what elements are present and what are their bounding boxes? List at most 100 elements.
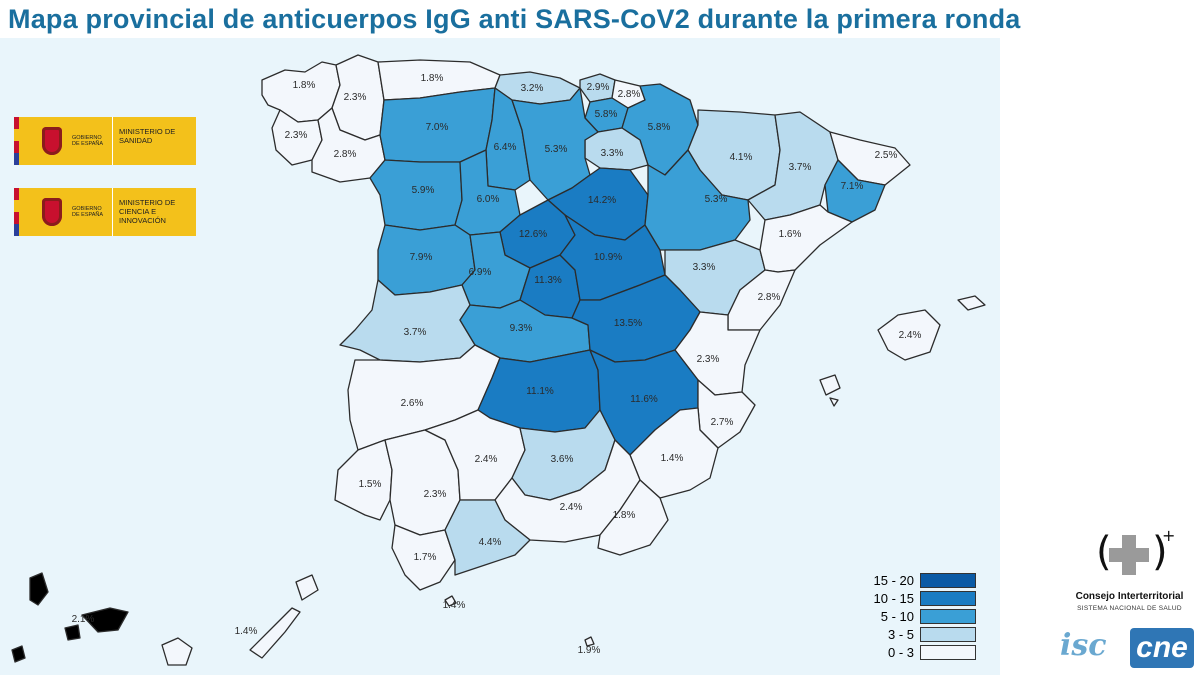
province-almeria[interactable]	[597, 479, 669, 556]
value-label-huelva: 1.5%	[359, 479, 382, 490]
value-label-asturias: 1.8%	[421, 73, 444, 84]
value-label-tarragona: 1.6%	[779, 229, 802, 240]
value-label-teruel: 3.3%	[693, 262, 716, 273]
province-map: 1.8% 2.3% 2.3% 2.8% 1.8% 3.2% 2.9% 2.8% 5.8% 5.8%…	[11, 54, 986, 666]
value-label-zamora: 5.9%	[412, 185, 435, 196]
value-label-s-c-tenerife: 2.1%	[72, 614, 95, 625]
province-sc-tenerife-la-gomera[interactable]	[64, 624, 81, 641]
value-label-toledo: 9.3%	[510, 323, 533, 334]
province-barcelona[interactable]	[824, 159, 886, 223]
province-illes-balears-menorca[interactable]	[957, 295, 986, 311]
legend-label: 3 - 5	[887, 626, 914, 642]
coat-of-arms-icon	[34, 188, 70, 236]
legend-label: 5 - 10	[880, 608, 914, 624]
legend-swatch	[920, 626, 976, 642]
province-illes-balears-ibiza[interactable]	[819, 374, 841, 396]
value-label-zaragoza: 5.3%	[705, 194, 728, 205]
spain-flag-stripe	[14, 188, 34, 236]
svg-text:+: +	[1162, 526, 1174, 545]
province-malaga[interactable]	[444, 499, 531, 576]
value-label-madrid: 11.3%	[534, 275, 562, 286]
legend-label: 15 - 20	[873, 572, 914, 588]
province-sc-tenerife-el-hierro[interactable]	[11, 645, 26, 663]
value-label-valladolid: 6.0%	[477, 194, 500, 205]
value-label-alava: 5.8%	[595, 109, 618, 120]
logo-ministerio-sanidad: GOBIERNO DE ESPAÑA MINISTERIO DE SANIDAD	[14, 117, 196, 165]
province-cadiz[interactable]	[391, 524, 456, 591]
legend-label: 10 - 15	[873, 590, 914, 606]
gobierno-label: GOBIERNO DE ESPAÑA	[70, 117, 112, 165]
value-label-salamanca: 7.9%	[410, 252, 433, 263]
legend-swatch	[920, 572, 976, 588]
legend-swatch	[920, 644, 976, 660]
legend: 15 - 20 10 - 15 5 - 10 3 - 5 0 - 3	[858, 571, 976, 661]
value-label-cadiz: 1.7%	[414, 552, 437, 563]
value-label-sevilla: 2.3%	[424, 489, 447, 500]
province-las-palmas-fuerteventura[interactable]	[249, 607, 301, 659]
legend-item: 0 - 3	[858, 643, 976, 661]
value-label-cuenca: 13.5%	[614, 318, 642, 329]
province-ceuta[interactable]	[444, 595, 457, 607]
value-label-alicante: 2.7%	[711, 417, 734, 428]
province-sc-tenerife-la-palma[interactable]	[29, 572, 49, 606]
value-label-pontevedra: 2.3%	[285, 130, 308, 141]
value-label-cantabria: 3.2%	[521, 83, 544, 94]
legend-item: 3 - 5	[858, 625, 976, 643]
legend-label: 0 - 3	[887, 644, 914, 660]
value-label-palencia: 6.4%	[494, 142, 517, 153]
cross-plus-icon: ( ) +	[1096, 526, 1174, 575]
value-label-leon: 7.0%	[426, 122, 449, 133]
province-burgos[interactable]	[511, 87, 599, 201]
value-label-ceuta: 1.4%	[443, 600, 466, 611]
province-las-palmas-gran-canaria[interactable]	[161, 637, 193, 666]
legend-item: 5 - 10	[858, 607, 976, 625]
coat-of-arms-icon	[34, 117, 70, 165]
value-label-albacete: 11.6%	[630, 394, 658, 405]
province-las-palmas-lanzarote[interactable]	[295, 574, 319, 601]
value-label-huesca: 4.1%	[730, 152, 753, 163]
value-label-jaen: 3.6%	[551, 454, 574, 465]
value-label-navarra: 5.8%	[648, 122, 671, 133]
gobierno-label: GOBIERNO DE ESPAÑA	[70, 188, 112, 236]
province-illes-balears-mallorca[interactable]	[877, 309, 941, 361]
province-sc-tenerife-tenerife[interactable]	[81, 607, 129, 633]
page-title: Mapa provincial de anticuerpos IgG anti …	[8, 4, 1021, 34]
cne-logo: cne	[1130, 628, 1194, 668]
value-label-guadalajara: 10.9%	[594, 252, 622, 263]
province-tarragona[interactable]	[759, 204, 853, 273]
isc-logo: isc	[1060, 628, 1107, 663]
value-label-barcelona: 7.1%	[841, 181, 864, 192]
ministerio-sanidad-label: MINISTERIO DE SANIDAD	[112, 117, 196, 165]
value-label-lugo: 2.3%	[344, 92, 367, 103]
value-label-castellon: 2.8%	[758, 292, 781, 303]
value-label-malaga: 4.4%	[479, 537, 502, 548]
province-granada[interactable]	[494, 439, 641, 543]
svg-text:): )	[1152, 529, 1168, 575]
value-label-illes-balears: 2.4%	[899, 330, 922, 341]
value-label-soria: 14.2%	[588, 195, 616, 206]
value-label-ourense: 2.8%	[334, 149, 357, 160]
svg-text:(: (	[1096, 529, 1112, 575]
province-illes-balears-formentera[interactable]	[829, 397, 839, 407]
value-label-burgos: 5.3%	[545, 144, 568, 155]
value-label-almeria: 1.8%	[613, 510, 636, 521]
ministerio-ciencia-label: MINISTERIO DE CIENCIA E INNOVACIÓN	[112, 188, 196, 236]
legend-item: 15 - 20	[858, 571, 976, 589]
cis-subtitle: SISTEMA NACIONAL DE SALUD	[1077, 605, 1182, 612]
legend-swatch	[920, 608, 976, 624]
value-label-caceres: 3.7%	[404, 327, 427, 338]
value-label-avila: 6.9%	[469, 267, 492, 278]
value-label-valencia: 2.3%	[697, 354, 720, 365]
spain-flag-stripe	[14, 117, 34, 165]
value-label-cordoba: 2.4%	[475, 454, 498, 465]
province-zaragoza[interactable]	[644, 149, 751, 251]
cis-name: Consejo Interterritorial	[1075, 591, 1184, 602]
value-label-segovia: 12.6%	[519, 229, 547, 240]
province-melilla[interactable]	[584, 636, 595, 647]
value-label-girona: 2.5%	[875, 150, 898, 161]
value-label-ciudad-real: 11.1%	[526, 386, 554, 397]
logo-ministerio-ciencia: GOBIERNO DE ESPAÑA MINISTERIO DE CIENCIA…	[14, 188, 196, 236]
value-label-bizkaia: 2.9%	[587, 82, 610, 93]
value-label-badajoz: 2.6%	[401, 398, 424, 409]
value-label-lleida: 3.7%	[789, 162, 812, 173]
